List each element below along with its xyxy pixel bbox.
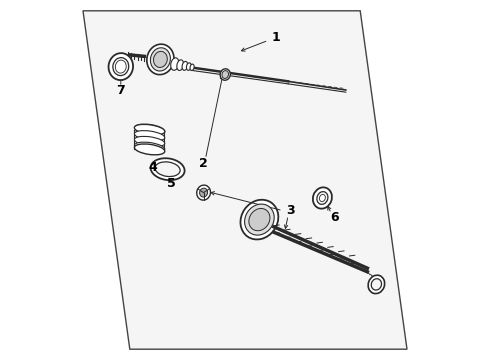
Ellipse shape [177, 60, 184, 71]
Ellipse shape [249, 208, 270, 231]
Ellipse shape [134, 131, 165, 141]
Text: 3: 3 [286, 204, 294, 217]
Ellipse shape [150, 48, 171, 71]
Ellipse shape [147, 44, 174, 75]
Ellipse shape [134, 142, 165, 152]
Ellipse shape [134, 125, 165, 135]
Ellipse shape [196, 185, 211, 200]
Text: 1: 1 [271, 31, 280, 44]
Ellipse shape [134, 144, 165, 155]
Ellipse shape [150, 158, 185, 180]
Ellipse shape [371, 279, 382, 290]
Ellipse shape [245, 204, 274, 235]
Ellipse shape [241, 200, 278, 239]
Text: 7: 7 [117, 84, 125, 97]
Ellipse shape [313, 187, 332, 209]
Ellipse shape [317, 192, 328, 204]
Ellipse shape [113, 58, 129, 76]
Ellipse shape [222, 71, 228, 78]
Ellipse shape [155, 162, 180, 176]
Polygon shape [83, 11, 407, 349]
Ellipse shape [153, 51, 167, 67]
Ellipse shape [182, 62, 188, 70]
Ellipse shape [134, 136, 165, 147]
Ellipse shape [220, 69, 230, 80]
Ellipse shape [108, 53, 133, 80]
Ellipse shape [171, 58, 179, 70]
Ellipse shape [115, 60, 126, 73]
Text: 5: 5 [167, 177, 175, 190]
Ellipse shape [368, 275, 385, 294]
Ellipse shape [186, 63, 191, 70]
Text: 6: 6 [330, 211, 339, 224]
Ellipse shape [190, 64, 194, 71]
Text: 4: 4 [149, 161, 158, 174]
Ellipse shape [134, 124, 165, 135]
Ellipse shape [199, 188, 208, 197]
Ellipse shape [319, 194, 325, 202]
Text: 2: 2 [199, 157, 208, 170]
